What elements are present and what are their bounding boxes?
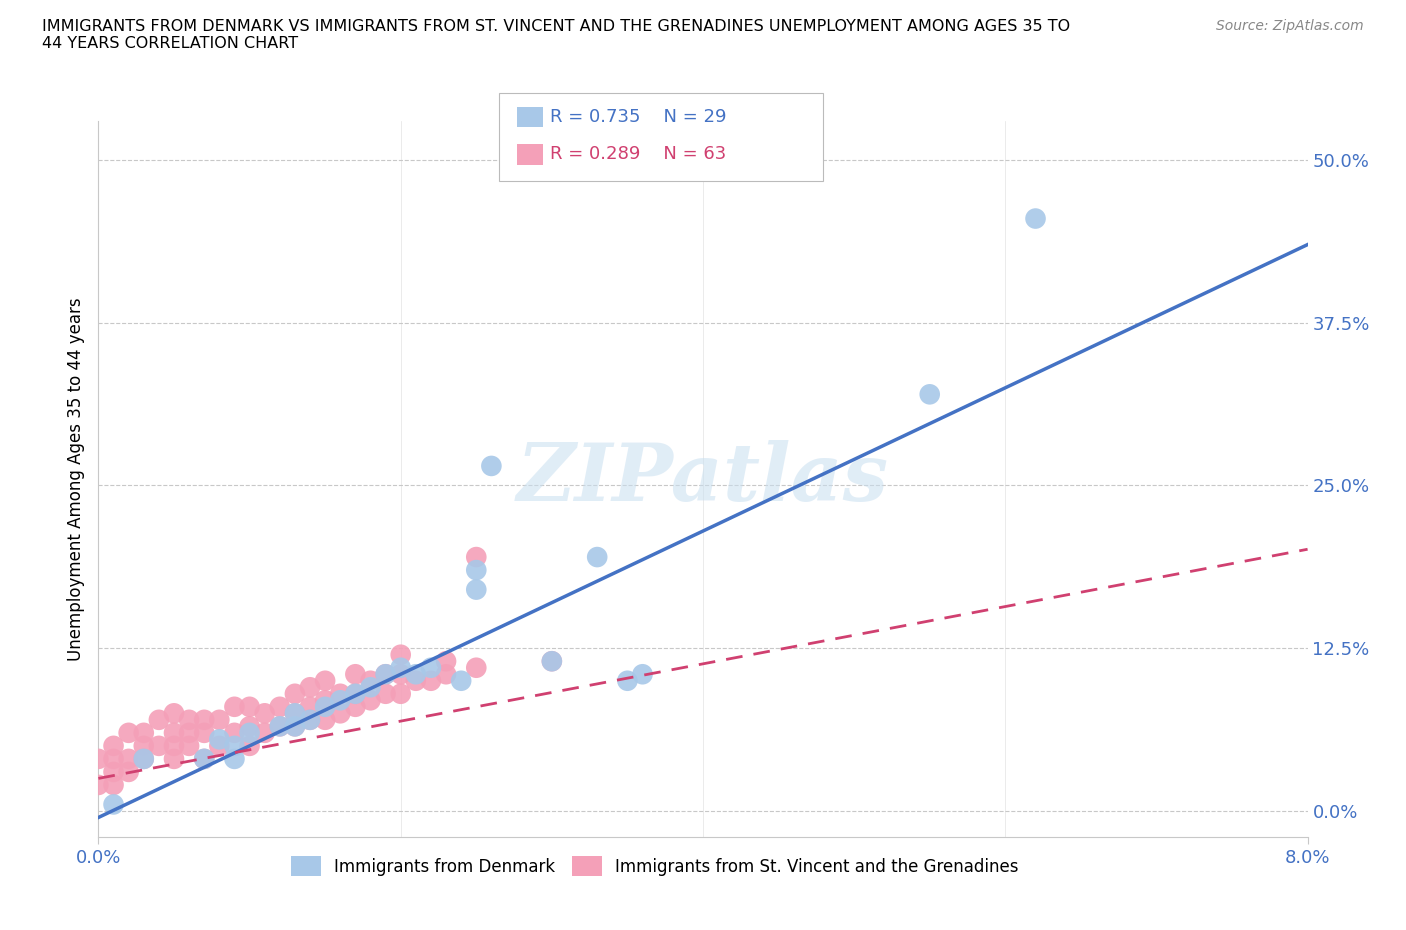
Point [253,725,276,740]
Point [434,667,457,682]
Point [465,563,488,578]
Text: Source: ZipAtlas.com: Source: ZipAtlas.com [1216,19,1364,33]
Point [148,738,170,753]
Point [1025,211,1047,226]
Point [132,751,155,766]
Point [239,738,262,753]
Point [540,654,562,669]
Point [118,725,141,740]
Text: R = 0.289    N = 63: R = 0.289 N = 63 [550,145,725,164]
Point [193,725,215,740]
Point [389,667,412,682]
Point [103,777,125,792]
Text: ZIPatlas: ZIPatlas [517,440,889,518]
Point [299,680,322,695]
Point [103,751,125,766]
Point [87,777,110,792]
Point [329,693,352,708]
Point [118,751,141,766]
Point [329,706,352,721]
Point [918,387,941,402]
Point [132,725,155,740]
Point [208,732,231,747]
Point [329,686,352,701]
Point [420,660,443,675]
Point [540,654,562,669]
Point [344,667,367,682]
Legend: Immigrants from Denmark, Immigrants from St. Vincent and the Grenadines: Immigrants from Denmark, Immigrants from… [284,850,1025,883]
Point [284,719,307,734]
Point [360,673,382,688]
Point [631,667,654,682]
Point [193,751,215,766]
Point [434,654,457,669]
Point [360,680,382,695]
Point [405,673,427,688]
Point [284,719,307,734]
Point [224,725,246,740]
Point [299,712,322,727]
Point [344,686,367,701]
Point [224,738,246,753]
Y-axis label: Unemployment Among Ages 35 to 44 years: Unemployment Among Ages 35 to 44 years [66,298,84,660]
Point [481,458,503,473]
Point [208,712,231,727]
Point [193,751,215,766]
Point [420,673,443,688]
Point [224,751,246,766]
Point [344,686,367,701]
Point [405,667,427,682]
Point [179,712,201,727]
Point [374,686,396,701]
Point [314,693,336,708]
Point [103,764,125,779]
Point [616,673,638,688]
Text: IMMIGRANTS FROM DENMARK VS IMMIGRANTS FROM ST. VINCENT AND THE GRENADINES UNEMPL: IMMIGRANTS FROM DENMARK VS IMMIGRANTS FR… [42,19,1070,51]
Point [239,699,262,714]
Point [163,738,186,753]
Point [465,660,488,675]
Point [284,686,307,701]
Point [253,706,276,721]
Point [299,712,322,727]
Point [163,725,186,740]
Point [374,667,396,682]
Point [103,797,125,812]
Point [163,706,186,721]
Point [284,706,307,721]
Point [193,712,215,727]
Point [389,647,412,662]
Point [179,738,201,753]
Point [269,699,291,714]
Point [269,719,291,734]
Point [132,738,155,753]
Point [344,699,367,714]
Text: R = 0.735    N = 29: R = 0.735 N = 29 [550,108,727,126]
Point [132,751,155,766]
Point [284,706,307,721]
Point [224,699,246,714]
Point [208,738,231,753]
Point [314,673,336,688]
Point [389,686,412,701]
Point [299,699,322,714]
Point [389,660,412,675]
Point [374,667,396,682]
Point [103,738,125,753]
Point [314,712,336,727]
Point [360,693,382,708]
Point [239,725,262,740]
Point [118,764,141,779]
Point [450,673,472,688]
Point [465,550,488,565]
Point [239,719,262,734]
Point [269,719,291,734]
Point [163,751,186,766]
Point [148,712,170,727]
Point [87,751,110,766]
Point [465,582,488,597]
Point [179,725,201,740]
Point [586,550,609,565]
Point [314,699,336,714]
